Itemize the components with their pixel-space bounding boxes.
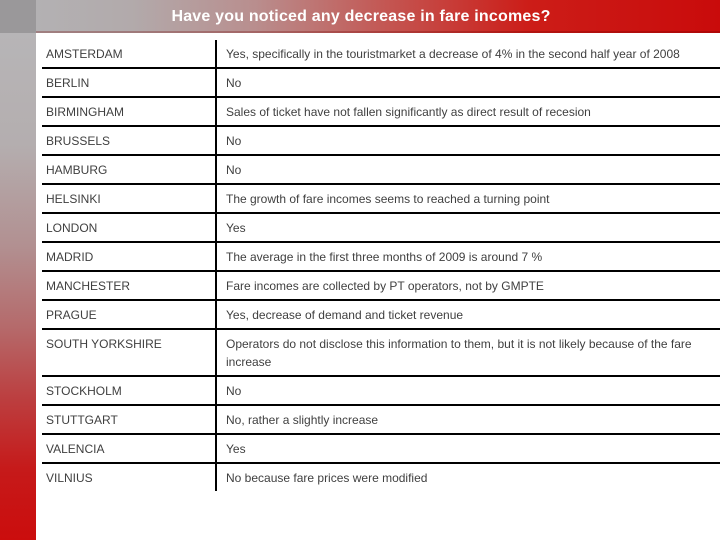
table-row: BRUSSELS No [42,127,720,156]
answer-cell: No [226,134,242,148]
table-row: VALENCIA Yes [42,435,720,464]
table-row: BERLIN No [42,69,720,98]
answer-cell: The growth of fare incomes seems to reac… [226,192,550,206]
city-cell: PRAGUE [46,308,97,322]
city-cell: MANCHESTER [46,279,131,293]
answer-cell: Yes [226,442,246,456]
table-row: VILNIUS No because fare prices were modi… [42,464,720,491]
answer-cell: Yes, specifically in the touristmarket a… [226,47,680,61]
slide-header: Have you noticed any decrease in fare in… [36,0,720,33]
answer-cell: The average in the first three months of… [226,250,543,264]
answer-cell: No [226,384,242,398]
answer-cell: Yes, decrease of demand and ticket reven… [226,308,464,322]
city-cell: AMSTERDAM [46,47,123,61]
answer-cell: Yes [226,221,246,235]
city-cell: VALENCIA [46,442,105,456]
answer-cell: Operators do not disclose this informati… [226,337,692,369]
city-cell: LONDON [46,221,98,235]
table-row: STUTTGART No, rather a slightly increase [42,406,720,435]
column-divider [215,40,217,491]
city-cell: SOUTH YORKSHIRE [46,337,162,351]
table-row: HELSINKI The growth of fare incomes seem… [42,185,720,214]
content-area: AMSTERDAM Yes, specifically in the touri… [36,33,720,540]
city-cell: MADRID [46,250,94,264]
table-row: MANCHESTER Fare incomes are collected by… [42,272,720,301]
answer-cell: Sales of ticket have not fallen signific… [226,105,591,119]
city-cell: STUTTGART [46,413,118,427]
table-row: SOUTH YORKSHIRE Operators do not disclos… [42,330,720,377]
table-row: BIRMINGHAM Sales of ticket have not fall… [42,98,720,127]
sidebar-gradient-bar [0,33,36,540]
table-row: STOCKHOLM No [42,377,720,406]
city-cell: VILNIUS [46,471,93,485]
table-row: PRAGUE Yes, decrease of demand and ticke… [42,301,720,330]
city-cell: HELSINKI [46,192,101,206]
city-cell: BIRMINGHAM [46,105,124,119]
city-cell: STOCKHOLM [46,384,122,398]
qa-table: AMSTERDAM Yes, specifically in the touri… [42,40,720,491]
table-row: HAMBURG No [42,156,720,185]
answer-cell: Fare incomes are collected by PT operato… [226,279,544,293]
table-row: LONDON Yes [42,214,720,243]
city-cell: BRUSSELS [46,134,111,148]
answer-cell: No, rather a slightly increase [226,413,379,427]
table-row: MADRID The average in the first three mo… [42,243,720,272]
table-row: AMSTERDAM Yes, specifically in the touri… [42,40,720,69]
slide-title: Have you noticed any decrease in fare in… [171,7,551,25]
answer-cell: No [226,76,242,90]
corner-block [0,0,36,33]
answer-cell: No [226,163,242,177]
city-cell: HAMBURG [46,163,108,177]
answer-cell: No because fare prices were modified [226,471,428,485]
city-cell: BERLIN [46,76,90,90]
